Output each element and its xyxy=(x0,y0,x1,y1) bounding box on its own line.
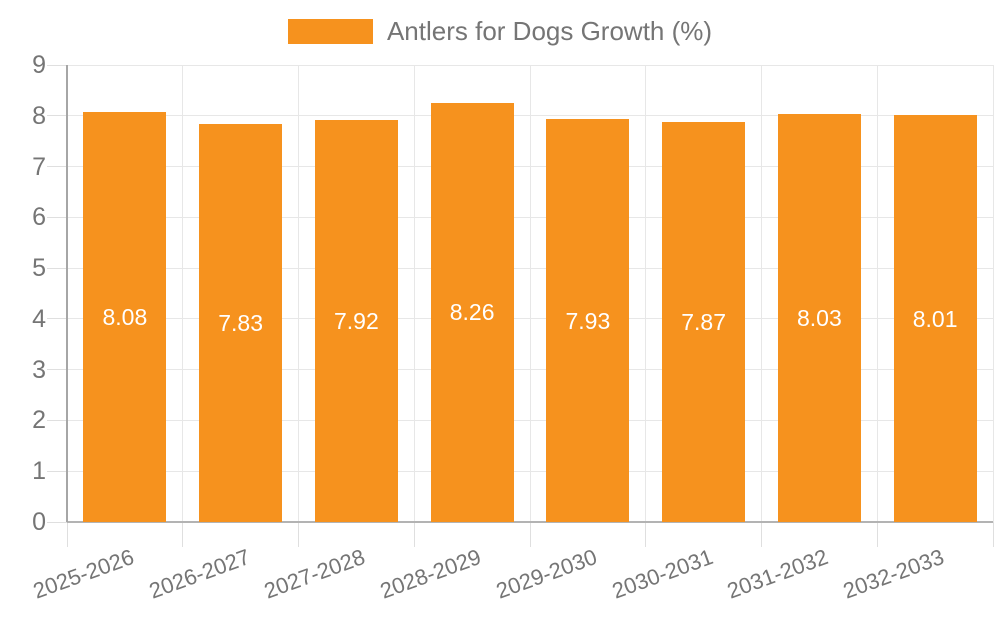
x-gridline xyxy=(645,65,647,522)
bar xyxy=(430,102,514,522)
x-axis-tick xyxy=(761,522,762,547)
y-axis-tick xyxy=(47,470,67,472)
legend-swatch xyxy=(287,19,373,44)
y-axis-label: 1 xyxy=(32,457,46,486)
y-axis-label: 6 xyxy=(32,203,46,232)
x-gridline xyxy=(992,65,994,522)
y-axis-label: 5 xyxy=(32,254,46,283)
y-axis-label: 7 xyxy=(32,152,46,181)
y-axis-tick xyxy=(47,521,67,523)
x-axis-tick xyxy=(876,522,878,547)
bar xyxy=(83,111,167,522)
bar-value-label: 7.87 xyxy=(681,309,726,336)
bar-value-label: 7.92 xyxy=(333,307,379,334)
bar-value-label: 8.03 xyxy=(796,305,842,332)
bar-value-label: 8.01 xyxy=(912,305,958,332)
bar-value-label: 8.08 xyxy=(102,303,148,330)
y-axis-tick xyxy=(47,369,67,371)
bar xyxy=(777,114,861,522)
x-gridline xyxy=(413,65,415,522)
y-axis-tick xyxy=(47,267,67,269)
y-axis-label: 3 xyxy=(32,355,46,384)
bar-value-label: 7.93 xyxy=(565,307,611,334)
y-axis-tick xyxy=(47,166,67,168)
y-axis-label: 9 xyxy=(32,51,46,79)
x-axis-tick xyxy=(529,522,531,547)
y-axis-label: 2 xyxy=(32,406,46,435)
x-axis-tick xyxy=(413,522,415,547)
x-axis-tick xyxy=(298,522,299,547)
bar xyxy=(314,119,398,522)
x-axis-tick xyxy=(182,522,184,547)
x-axis-tick xyxy=(66,522,68,547)
x-gridline xyxy=(876,65,878,522)
x-gridline xyxy=(761,65,762,522)
y-axis-tick xyxy=(47,115,67,117)
y-axis-label: 8 xyxy=(32,101,46,130)
y-axis-tick xyxy=(47,318,67,320)
x-gridline xyxy=(182,65,184,522)
bar-chart: Antlers for Dogs Growth (%) 0 1 2 3 4 5 6 7 8 9 8.… xyxy=(0,16,1000,604)
bar xyxy=(546,119,630,522)
y-axis-tick xyxy=(47,419,67,421)
bar xyxy=(662,122,746,522)
bar-value-label: 7.83 xyxy=(218,310,263,337)
x-axis-line xyxy=(67,521,993,523)
legend-label: Antlers for Dogs Growth (%) xyxy=(386,16,713,46)
x-axis-tick xyxy=(645,522,647,547)
bar-value-label: 8.26 xyxy=(449,299,495,326)
x-gridline xyxy=(529,65,531,522)
y-axis-label: 4 xyxy=(32,304,46,333)
x-gridline xyxy=(298,65,299,522)
y-axis-label: 0 xyxy=(32,508,46,536)
y-axis-tick xyxy=(47,64,67,66)
legend[interactable]: Antlers for Dogs Growth (%) xyxy=(0,16,1000,47)
x-axis-tick xyxy=(992,522,994,547)
y-axis-tick xyxy=(47,216,67,218)
bar xyxy=(893,115,977,522)
bar xyxy=(199,124,283,522)
y-axis-line xyxy=(66,65,68,522)
